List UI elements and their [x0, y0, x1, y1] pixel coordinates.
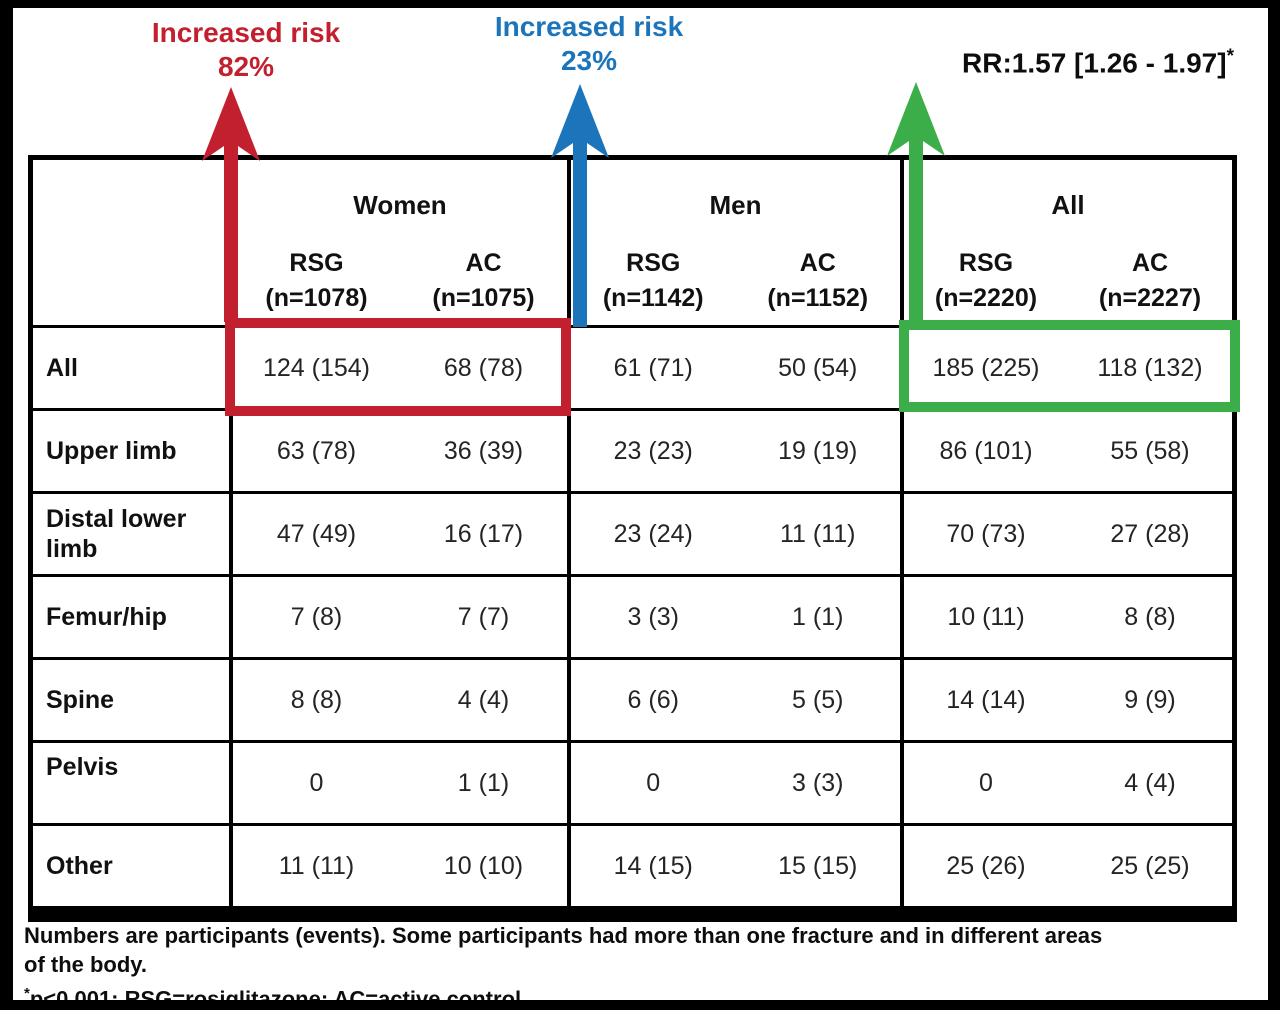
- cell-all-all-rsg: 185 (225): [932, 353, 1040, 382]
- row-label-upper-limb: Upper limb: [33, 408, 229, 491]
- header-group-women: Women RSG (n=1078) AC (n=1075): [229, 160, 567, 325]
- table-row-distal-men: 23 (24) 11 (11): [567, 491, 900, 574]
- relative-risk-asterisk: *: [1226, 46, 1234, 67]
- fracture-table: Women RSG (n=1078) AC (n=1075) Men RSG (…: [28, 155, 1237, 922]
- table-row-pelvis-women: 0 1 (1): [229, 740, 567, 823]
- relative-risk-text: RR:1.57 [1.26 - 1.97]: [962, 47, 1227, 79]
- blue-risk-annotation: Increased risk 23%: [469, 10, 709, 78]
- red-risk-line2: 82%: [217, 51, 275, 82]
- red-risk-line1: Increased risk: [151, 17, 341, 48]
- header-corner-cell: [33, 160, 229, 325]
- footnotes: Numbers are participants (events). Some …: [24, 921, 1244, 1010]
- footnote-line2: of the body.: [24, 952, 148, 977]
- row-label-distal-lower-limb: Distal lower limb: [33, 491, 229, 574]
- red-highlight-box: [225, 318, 571, 416]
- row-label-pelvis: Pelvis: [33, 740, 229, 823]
- col-header-all-rsg: RSG (n=2220): [934, 249, 1038, 312]
- table-row-other-men: 14 (15) 15 (15): [567, 823, 900, 906]
- blue-risk-line1: Increased risk: [494, 11, 684, 42]
- table-row-femur-all: 10 (11) 8 (8): [900, 574, 1232, 657]
- col-header-men-rsg: RSG (n=1142): [602, 249, 704, 312]
- col-header-women-ac: AC (n=1075): [432, 249, 535, 312]
- table-row-distal-women: 47 (49) 16 (17): [229, 491, 567, 574]
- col-header-all-ac: AC (n=2227): [1098, 249, 1202, 312]
- table-row-upper-men: 23 (23) 19 (19): [567, 408, 900, 491]
- col-header-men-ac: AC (n=1152): [767, 249, 869, 312]
- red-risk-annotation: Increased risk 82%: [126, 16, 366, 84]
- relative-risk-annotation: RR:1.57 [1.26 - 1.97]*: [852, 46, 1234, 79]
- cell-all-women-ac: 68 (78): [443, 353, 524, 382]
- table-row-all-men: 61 (71) 50 (54): [567, 325, 900, 408]
- header-group-all: All RSG (n=2220) AC (n=2227): [900, 160, 1232, 325]
- red-up-arrow-icon: [202, 87, 260, 322]
- green-up-arrow-icon: [887, 82, 945, 324]
- table-row-femur-men: 3 (3) 1 (1): [567, 574, 900, 657]
- table-row-upper-women: 63 (78) 36 (39): [229, 408, 567, 491]
- group-title-men: Men: [709, 190, 762, 220]
- table-row-upper-all: 86 (101) 55 (58): [900, 408, 1232, 491]
- row-label-all: All: [33, 325, 229, 408]
- footnote-line1: Numbers are participants (events). Some …: [24, 923, 1103, 948]
- header-group-men: Men RSG (n=1142) AC (n=1152): [567, 160, 900, 325]
- table-row-pelvis-men: 0 3 (3): [567, 740, 900, 823]
- group-title-women: Women: [353, 190, 447, 220]
- cell-all-all-ac: 118 (132): [1097, 353, 1203, 382]
- cell-all-women-rsg: 124 (154): [262, 353, 371, 382]
- table-row-distal-all: 70 (73) 27 (28): [900, 491, 1232, 574]
- green-highlight-box: [899, 320, 1240, 412]
- blue-up-arrow-icon: [551, 84, 609, 327]
- table-row-other-women: 11 (11) 10 (10): [229, 823, 567, 906]
- table-row-spine-all: 14 (14) 9 (9): [900, 657, 1232, 740]
- table-row-pelvis-all: 0 4 (4): [900, 740, 1232, 823]
- table-row-other-all: 25 (26) 25 (25): [900, 823, 1232, 906]
- table-row-spine-men: 6 (6) 5 (5): [567, 657, 900, 740]
- footnote-asterisk: *: [24, 985, 30, 1002]
- group-title-all: All: [1051, 190, 1085, 220]
- row-label-other: Other: [33, 823, 229, 906]
- table-row-femur-women: 7 (8) 7 (7): [229, 574, 567, 657]
- blue-risk-line2: 23%: [560, 45, 618, 76]
- cell-all-men-rsg: 61 (71): [613, 353, 693, 382]
- cell-all-men-ac: 50 (54): [778, 353, 858, 382]
- col-header-women-rsg: RSG (n=1078): [265, 249, 368, 312]
- footnote-line3: *p<0.001; RSG=rosiglitazone; AC=active c…: [24, 985, 528, 1010]
- row-label-femur-hip: Femur/hip: [33, 574, 229, 657]
- table-row-spine-women: 8 (8) 4 (4): [229, 657, 567, 740]
- row-label-spine: Spine: [33, 657, 229, 740]
